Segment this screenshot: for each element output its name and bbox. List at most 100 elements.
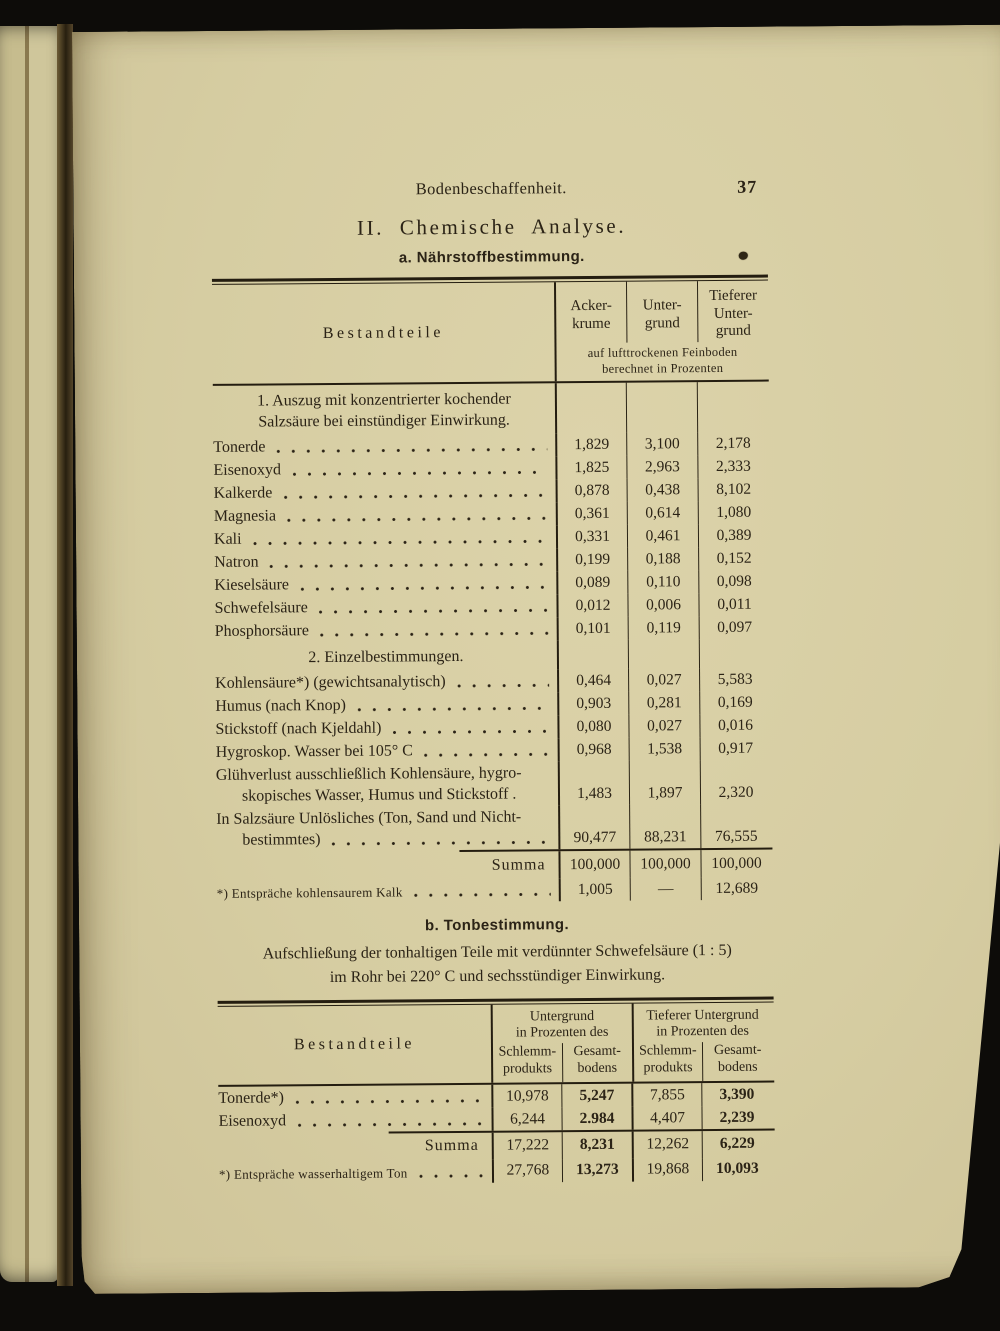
cell-value: 0,152 — [698, 547, 769, 571]
previous-page-edge — [0, 26, 58, 1282]
value-columns-header: Acker- krume Unter- grund Tieferer Unter… — [554, 281, 769, 382]
cell-value: 100,000 — [558, 851, 629, 879]
ink-spot — [739, 252, 748, 260]
cell-value: 0,903 — [557, 692, 628, 716]
label-text: Phosphorsäure — [214, 622, 309, 641]
cell-value: 0,119 — [628, 616, 699, 640]
cell-value: 0,011 — [698, 593, 769, 617]
running-head: Bodenbeschaffenheit. 37 — [211, 177, 771, 203]
label-text: Eisenoxyd — [213, 461, 282, 480]
column-header-bestandteile: Bestandteile — [322, 323, 444, 342]
label-text: Magnesia — [213, 507, 277, 526]
dot-leader — [297, 1122, 483, 1127]
group-columns: Schlemm- produkts Gesamt- bodens — [493, 1043, 632, 1083]
cell-value: 3,100 — [626, 432, 697, 456]
label-text: Humus (nach Knop) — [215, 697, 347, 716]
column-header-bestandteile: Bestandteile — [293, 1035, 416, 1054]
cell-value: 0,110 — [627, 570, 698, 594]
cell-value: 1,538 — [629, 737, 700, 761]
dot-leader — [292, 471, 547, 477]
book-gutter-shadow — [57, 24, 73, 1286]
row-label: Kieselsäure — [214, 572, 556, 598]
cell-value: 0,199 — [556, 548, 627, 572]
label-line: Schwefelsäure — [214, 596, 556, 620]
row-label: Natron — [214, 549, 556, 575]
dot-leader — [357, 707, 549, 713]
cell-value: 0,878 — [556, 479, 627, 503]
running-title: Bodenbeschaffenheit. — [415, 178, 567, 199]
label-line: Salzsäure bei einstündiger Einwirkung. — [219, 410, 549, 434]
cell-value: 0,968 — [558, 738, 629, 762]
cell-value: 6,244 — [491, 1107, 561, 1131]
row-label: 2. Einzelbestimmungen. — [215, 641, 557, 673]
cell-value: 4,407 — [631, 1106, 701, 1130]
cell-value — [626, 382, 697, 433]
cell-value: 1,897 — [629, 760, 700, 805]
cell-value: 100,000 — [629, 850, 700, 878]
cell-value: 0,101 — [557, 617, 628, 641]
cell-value: 2,963 — [626, 455, 697, 479]
column-names-row: Acker- krume Unter- grund Tieferer Unter… — [556, 281, 768, 344]
label-text: Kieselsäure — [214, 576, 290, 595]
label-line: Kalkerde — [214, 481, 556, 505]
section-b-label: b. Tonbestimmung. — [424, 916, 570, 935]
cell-value: 8,102 — [698, 478, 769, 502]
row-label: Summa — [424, 1137, 479, 1155]
section-a-label: a. Nährstoffbestimmung. — [398, 247, 585, 267]
cell-value: 5,583 — [699, 668, 770, 692]
table-row: *) Entspräche wasserhaltigem Ton 27,768 13… — [219, 1157, 775, 1184]
table-row: 1. Auszug mit konzentrierter kochender Sa… — [213, 382, 769, 436]
label-line: Stickstoff (nach Kjeldahl) — [215, 717, 557, 741]
label-text: *) Entspräche wasserhaltigem Ton — [218, 1165, 408, 1182]
label-line: Hygroskop. Wasser bei 105° C — [216, 740, 558, 764]
dot-leader — [270, 563, 549, 569]
cell-value: 10,093 — [702, 1157, 772, 1181]
column-header-schlemmprodukts: Schlemm- produkts — [498, 1044, 557, 1077]
label-line: Tonerde*) — [218, 1086, 491, 1109]
dot-leader — [419, 1174, 484, 1179]
row-label: Kalkerde — [214, 480, 556, 506]
cell-value: 7,855 — [631, 1083, 701, 1107]
cell-value: 0,080 — [557, 715, 628, 739]
column-header-gesamtbodens: Gesamt- bodens — [562, 1043, 632, 1082]
column-header-tieferer-untergrund: Tieferer Unter- grund — [697, 281, 768, 343]
label-text: In Salzsäure Unlösliches (Ton, Sand und … — [216, 808, 522, 829]
cell-value: 2,333 — [697, 455, 768, 479]
row-label: Glühverlust ausschließlich Kohlensäure, … — [216, 762, 558, 809]
cell-value: 0,917 — [700, 737, 771, 761]
row-label: Summa — [491, 856, 546, 874]
cell-value: 76,555 — [700, 804, 771, 849]
label-line: Magnesia — [214, 504, 556, 528]
label-text: Eisenoxyd — [218, 1112, 287, 1130]
cell-value — [697, 382, 768, 433]
cell-value: 0,281 — [628, 691, 699, 715]
label-text: Natron — [214, 553, 259, 572]
nutrient-table-header: Bestandteile Acker- krume Unter- grund T… — [212, 281, 769, 387]
clay-table: Bestandteile Untergrund in Prozenten des… — [218, 996, 775, 1185]
table-row: Eisenoxyd 6,244 2.984 4,407 2,239 — [218, 1105, 774, 1132]
cell-value: 5,247 — [561, 1084, 631, 1108]
row-label: Tonerde*) — [218, 1085, 491, 1110]
cell-value — [699, 639, 770, 669]
group-tieferer-untergrund: Tieferer Untergrund in Prozenten des Sch… — [631, 1002, 772, 1081]
dot-leader — [276, 448, 547, 454]
dot-leader — [457, 684, 549, 689]
dot-leader — [283, 494, 547, 500]
cell-value: 12,262 — [632, 1131, 702, 1159]
label-line: In Salzsäure Unlösliches (Ton, Sand und … — [216, 807, 558, 831]
page-number: 37 — [737, 176, 758, 197]
cell-value: 2,239 — [701, 1105, 771, 1129]
column-header-schlemmprodukts: Schlemm- produkts — [639, 1043, 697, 1076]
label-text: bestimmtes) — [242, 831, 321, 849]
dot-leader — [392, 730, 549, 735]
label-text: Kalkerde — [213, 484, 273, 503]
row-label: *) Entspräche wasserhaltigem Ton — [219, 1160, 492, 1185]
book-page: Bodenbeschaffenheit. 37 II. Chemische An… — [72, 25, 1000, 1294]
nutrient-table: Bestandteile Acker- krume Unter- grund T… — [212, 275, 773, 905]
label-line: Kieselsäure — [214, 573, 556, 597]
column-header-ackerkrume: Acker- krume — [570, 297, 612, 332]
nutrient-table-body: 1. Auszug mit konzentrierter kochender Sa… — [213, 382, 773, 904]
dot-leader — [300, 586, 548, 592]
cell-value: 0,169 — [699, 691, 770, 715]
